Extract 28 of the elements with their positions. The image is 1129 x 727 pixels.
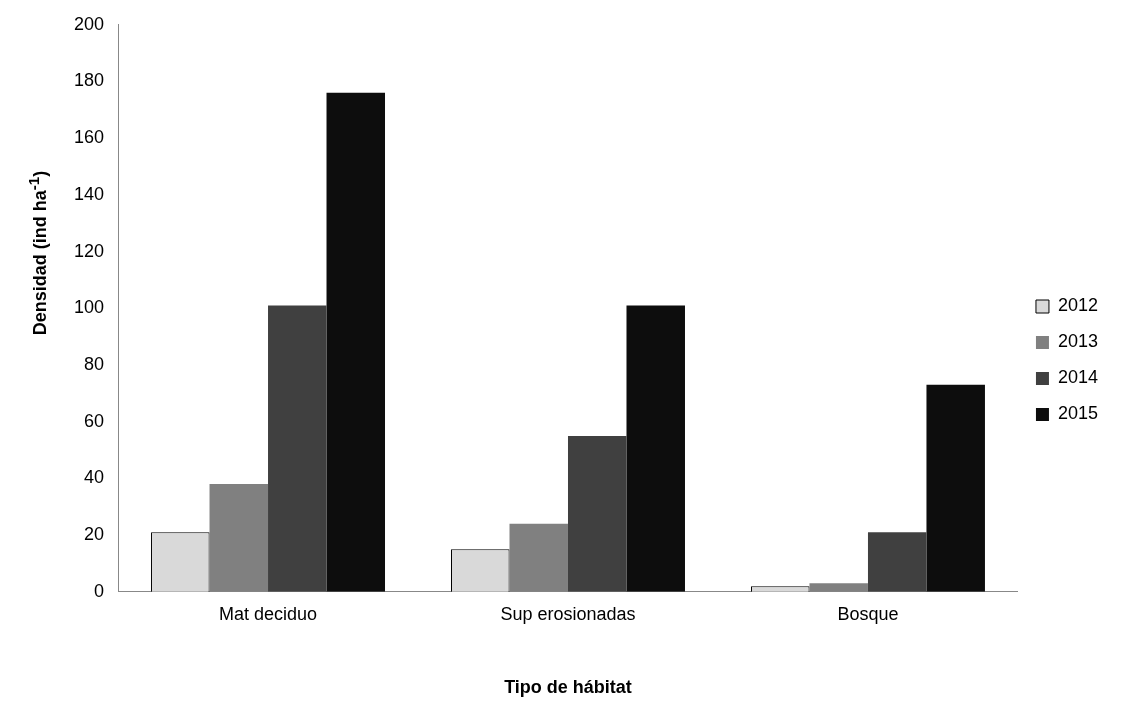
y-tick-label: 160: [73, 127, 105, 148]
y-tick-label: 0: [94, 580, 105, 601]
y-tick-label: 120: [73, 240, 105, 261]
bar: [509, 523, 568, 592]
y-tick-label: 180: [73, 70, 105, 91]
bar: [268, 305, 327, 592]
x-tick-label: Mat deciduo: [218, 603, 318, 624]
y-tick-label: 140: [73, 183, 105, 204]
bar: [626, 305, 685, 592]
legend-label: 2014: [1057, 367, 1098, 388]
y-tick-label: 80: [84, 353, 105, 374]
y-tick-label: 100: [73, 297, 105, 318]
x-tick-label: Sup erosionadas: [500, 603, 636, 624]
legend-label: 2015: [1057, 403, 1098, 424]
y-tick-label: 200: [73, 13, 105, 34]
bar: [809, 583, 868, 592]
x-tick-label: Bosque: [837, 603, 899, 624]
y-tick-label: 60: [84, 410, 105, 431]
bar: [926, 384, 985, 592]
bar: [209, 484, 269, 592]
y-tick-label: 20: [84, 524, 105, 545]
legend-label: 2013: [1057, 331, 1098, 352]
legend-label: 2012: [1057, 295, 1098, 316]
bar: [326, 92, 386, 592]
bar: [568, 435, 627, 592]
x-axis-title: Tipo de hábitat: [504, 677, 632, 698]
bar: [867, 532, 927, 592]
y-tick-label: 40: [84, 467, 105, 488]
